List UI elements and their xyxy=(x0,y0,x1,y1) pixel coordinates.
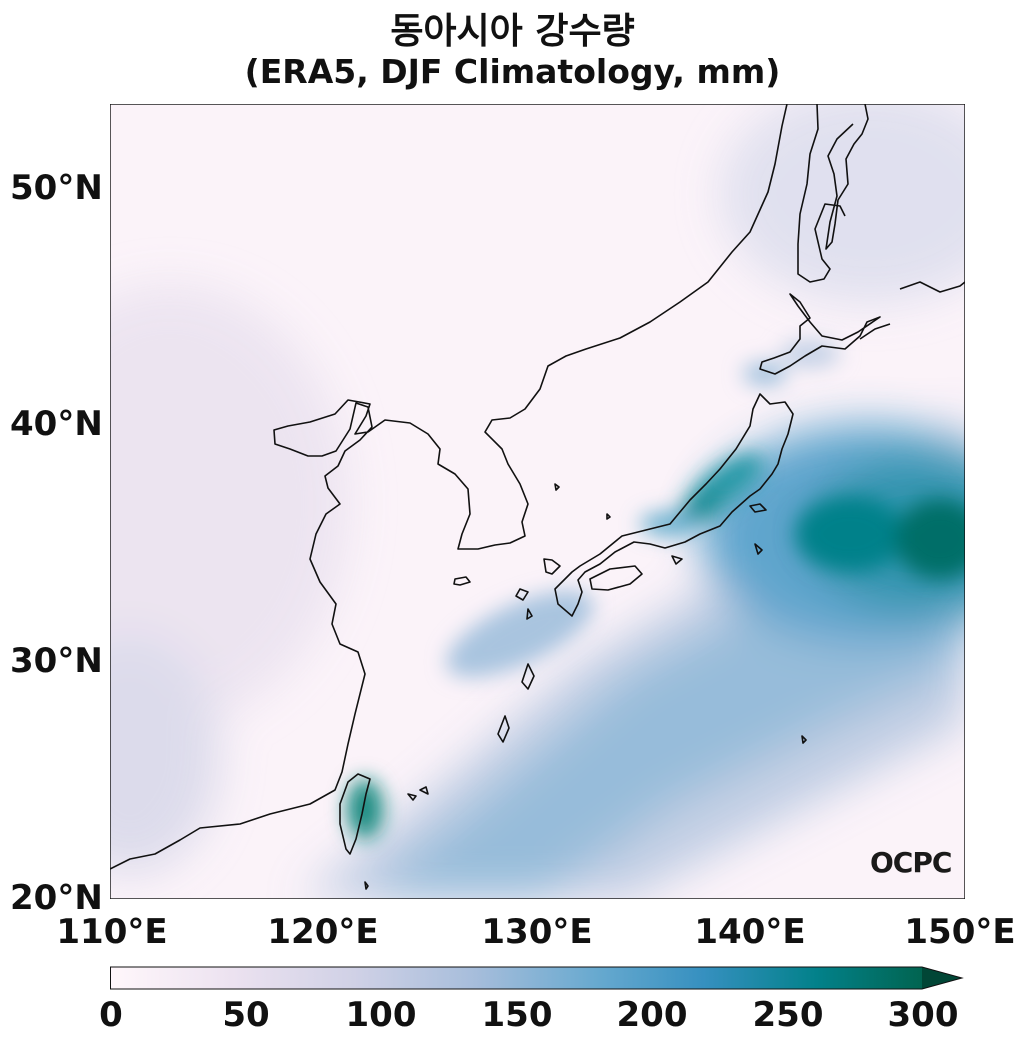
colorbar-tick-100: 100 xyxy=(345,995,417,1035)
colorbar-tick-300: 300 xyxy=(887,995,959,1035)
coastlines xyxy=(110,104,965,890)
ocpc-logo: OCPC xyxy=(870,846,952,879)
lon-label-140e: 140°E xyxy=(694,912,806,952)
lon-label-130e: 130°E xyxy=(481,912,593,952)
lon-label-120e: 120°E xyxy=(267,912,379,952)
precipitation-map xyxy=(110,104,965,899)
map-title: 동아시아 강수량 xyxy=(390,11,635,52)
lon-label-110e: 110°E xyxy=(56,912,168,952)
lon-label-150e: 150°E xyxy=(904,912,1016,952)
colorbar-outline xyxy=(110,966,964,990)
lat-label-20n: 20°N xyxy=(10,878,103,918)
colorbar-gradient xyxy=(110,967,923,989)
colorbar xyxy=(110,966,964,990)
colorbar-tick-0: 0 xyxy=(99,995,123,1035)
lat-label-30n: 30°N xyxy=(10,641,103,681)
map-subtitle: (ERA5, DJF Climatology, mm) xyxy=(244,52,781,91)
lat-label-40n: 40°N xyxy=(10,404,103,444)
colorbar-tick-250: 250 xyxy=(752,995,824,1035)
colorbar-tick-150: 150 xyxy=(481,995,553,1035)
precip-field xyxy=(110,104,965,899)
lat-label-50n: 50°N xyxy=(10,168,103,208)
colorbar-tick-50: 50 xyxy=(222,995,270,1035)
colorbar-extend-arrow xyxy=(922,967,962,989)
colorbar-tick-200: 200 xyxy=(616,995,688,1035)
